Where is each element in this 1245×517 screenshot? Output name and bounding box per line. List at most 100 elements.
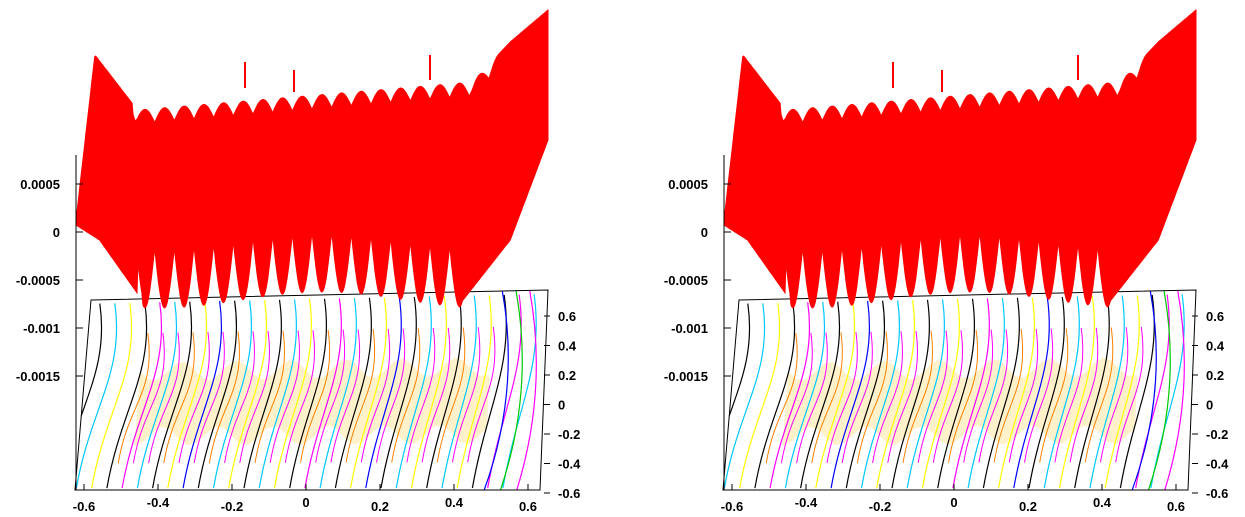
- contour-line: [1089, 295, 1125, 489]
- contour-line-inner: [224, 331, 255, 464]
- contour-line-inner: [163, 332, 195, 464]
- contour-line: [754, 302, 796, 489]
- contour-line-inner: [993, 329, 1024, 463]
- contour-line: [921, 299, 961, 489]
- contour-line: [243, 299, 283, 489]
- contour-line: [167, 301, 208, 489]
- y-tick-label: 0: [558, 398, 565, 413]
- contour-line: [1028, 296, 1065, 489]
- base-plane-border: [74, 289, 549, 491]
- contour-line: [91, 302, 133, 489]
- contour-line-inner: [239, 330, 270, 463]
- x-tick-label: 0.6: [1167, 499, 1185, 514]
- contour-line-inner: [1054, 327, 1084, 463]
- contour-line: [395, 296, 432, 489]
- contour-line-inner: [1084, 327, 1114, 463]
- contour-line: [441, 295, 477, 489]
- x-tick-label: -0.6: [721, 499, 743, 514]
- contour-line: [197, 300, 238, 489]
- contour-line: [906, 299, 946, 489]
- contour-line: [800, 301, 841, 489]
- contour-line: [487, 294, 522, 489]
- contour-line-inner: [117, 333, 150, 464]
- contour-line-inner: [917, 330, 948, 463]
- y-tick-label: -0.4: [558, 457, 581, 472]
- contour-line-inner: [963, 329, 994, 463]
- contour-line-inner: [765, 333, 798, 464]
- contour-line-inner: [796, 332, 828, 464]
- y-tick-label: -0.6: [558, 486, 580, 501]
- contour-line: [723, 303, 766, 489]
- contour-line-inner: [132, 332, 165, 464]
- x-tick-label: 0.6: [519, 499, 537, 514]
- contour-line: [937, 298, 976, 489]
- contour-line: [426, 295, 462, 489]
- contour-line: [75, 303, 118, 489]
- y-tick-label: 0.6: [1206, 309, 1224, 324]
- contour-line: [152, 301, 193, 489]
- contour-line: [258, 299, 298, 489]
- x-tick-label: 0.2: [1019, 499, 1037, 514]
- contour-line: [106, 302, 148, 489]
- contour-line: [769, 302, 811, 489]
- x-tick-label: -0.4: [795, 495, 818, 510]
- contour-map: [75, 290, 537, 490]
- contour-line: [891, 299, 931, 489]
- contour-line: [815, 301, 856, 489]
- z-tick-label: -0.0015: [664, 369, 708, 384]
- contour-line-inner: [178, 332, 210, 464]
- contour-line-inner: [330, 329, 361, 463]
- z-tick-label: -0.001: [23, 321, 60, 336]
- contour-line-inner: [872, 331, 903, 464]
- contour-line: [212, 300, 253, 489]
- contour-line-inner: [902, 330, 933, 463]
- contour-line: [845, 300, 886, 489]
- contour-line-inner: [254, 330, 285, 463]
- y-tick-label: -0.2: [1206, 427, 1228, 442]
- base-plane-border: [722, 289, 1197, 491]
- contour-line-outer: [1147, 290, 1171, 490]
- x-tick-label: 0: [302, 495, 309, 510]
- surface-plot-2: 0.0005 0 -0.0005 -0.001 -0.0015 -0.6 -0.4 -0.2 0…: [664, 8, 1229, 514]
- contour-line: [502, 294, 537, 489]
- y-tick-label: 0.6: [558, 309, 576, 324]
- contour-line: [1104, 295, 1140, 489]
- contour-line-inner: [1024, 328, 1054, 463]
- y-tick-label: 0.4: [1206, 339, 1225, 354]
- contour-line-inner: [978, 329, 1009, 463]
- y-tick-label: -0.2: [558, 427, 580, 442]
- contour-line: [982, 297, 1020, 489]
- x-tick-label: -0.4: [147, 495, 170, 510]
- contour-line: [136, 301, 178, 489]
- contour-line: [784, 301, 826, 489]
- contour-line-outer: [516, 290, 537, 490]
- y-tick-label: 0.2: [558, 368, 576, 383]
- contour-line: [182, 300, 223, 489]
- contour-line: [1043, 296, 1080, 489]
- contour-line: [998, 297, 1036, 489]
- z-tick-label: -0.0005: [16, 273, 60, 288]
- contour-line: [739, 302, 781, 489]
- contour-line: [1013, 297, 1050, 489]
- surface-mesh: [75, 8, 549, 309]
- z-tick-label: 0.0005: [668, 177, 708, 192]
- contour-line: [952, 298, 990, 489]
- contour-line-inner: [315, 329, 346, 463]
- contour-line-inner: [376, 328, 406, 463]
- contour-line-inner: [421, 327, 451, 463]
- contour-line: [289, 298, 328, 489]
- contour-line: [876, 300, 916, 489]
- contour-line-inner: [345, 329, 376, 463]
- contour-line-inner: [948, 329, 979, 463]
- contour-line-inner: [1008, 328, 1039, 463]
- z-tick-label: -0.0005: [664, 273, 708, 288]
- contour-line-inner: [300, 329, 331, 463]
- contour-line-inner: [780, 332, 813, 464]
- contour-line: [1135, 294, 1170, 489]
- contour-line-inner: [391, 328, 421, 463]
- contour-line: [228, 300, 268, 489]
- x-tick-label: 0.2: [371, 499, 389, 514]
- x-tick-label: 0: [950, 495, 957, 510]
- x-tick-label: 0.4: [445, 495, 464, 510]
